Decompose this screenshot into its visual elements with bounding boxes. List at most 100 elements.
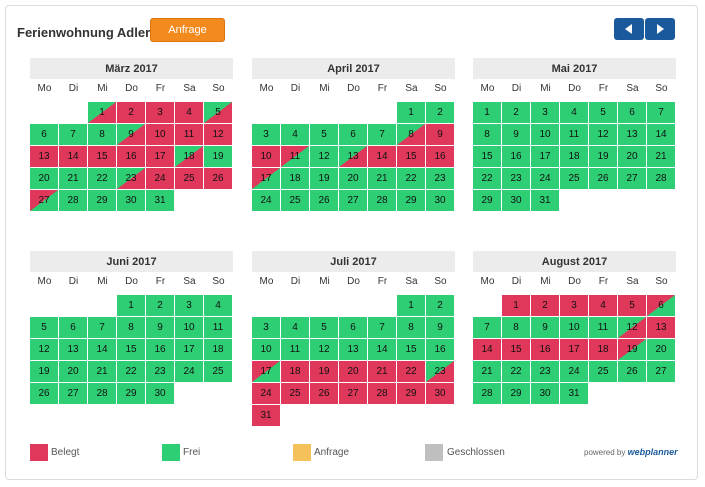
day-cell[interactable]: 25 (560, 168, 588, 189)
day-cell[interactable]: 10 (560, 317, 588, 338)
day-cell[interactable]: 4 (281, 317, 309, 338)
day-cell[interactable]: 16 (426, 339, 454, 360)
day-cell[interactable]: 17 (531, 146, 559, 167)
day-cell[interactable]: 7 (368, 124, 396, 145)
day-cell[interactable]: 12 (310, 339, 338, 360)
day-cell[interactable]: 13 (618, 124, 646, 145)
day-cell[interactable]: 15 (397, 146, 425, 167)
day-cell[interactable]: 29 (473, 190, 501, 211)
day-cell[interactable]: 24 (560, 361, 588, 382)
day-cell[interactable]: 6 (339, 124, 367, 145)
day-cell[interactable]: 8 (473, 124, 501, 145)
day-cell[interactable]: 24 (175, 361, 203, 382)
day-cell[interactable]: 19 (30, 361, 58, 382)
day-cell[interactable]: 28 (647, 168, 675, 189)
day-cell[interactable]: 12 (310, 146, 338, 167)
day-cell[interactable]: 6 (618, 102, 646, 123)
day-cell[interactable]: 7 (88, 317, 116, 338)
day-cell[interactable]: 26 (310, 383, 338, 404)
day-cell[interactable]: 23 (426, 361, 454, 382)
day-cell[interactable]: 28 (368, 383, 396, 404)
day-cell[interactable]: 11 (281, 339, 309, 360)
day-cell[interactable]: 15 (502, 339, 530, 360)
day-cell[interactable]: 19 (589, 146, 617, 167)
day-cell[interactable]: 1 (88, 102, 116, 123)
day-cell[interactable]: 23 (146, 361, 174, 382)
day-cell[interactable]: 19 (204, 146, 232, 167)
day-cell[interactable]: 14 (473, 339, 501, 360)
day-cell[interactable]: 30 (426, 383, 454, 404)
day-cell[interactable]: 18 (175, 146, 203, 167)
day-cell[interactable]: 5 (310, 124, 338, 145)
day-cell[interactable]: 2 (531, 295, 559, 316)
day-cell[interactable]: 9 (531, 317, 559, 338)
day-cell[interactable]: 23 (502, 168, 530, 189)
day-cell[interactable]: 17 (146, 146, 174, 167)
day-cell[interactable]: 22 (88, 168, 116, 189)
day-cell[interactable]: 3 (146, 102, 174, 123)
day-cell[interactable]: 1 (117, 295, 145, 316)
day-cell[interactable]: 12 (30, 339, 58, 360)
day-cell[interactable]: 15 (88, 146, 116, 167)
day-cell[interactable]: 13 (59, 339, 87, 360)
next-button[interactable] (645, 18, 675, 40)
day-cell[interactable]: 4 (281, 124, 309, 145)
day-cell[interactable]: 12 (589, 124, 617, 145)
day-cell[interactable]: 14 (88, 339, 116, 360)
day-cell[interactable]: 22 (397, 361, 425, 382)
day-cell[interactable]: 27 (30, 190, 58, 211)
day-cell[interactable]: 18 (204, 339, 232, 360)
day-cell[interactable]: 21 (368, 168, 396, 189)
day-cell[interactable]: 22 (397, 168, 425, 189)
day-cell[interactable]: 29 (397, 383, 425, 404)
day-cell[interactable]: 16 (426, 146, 454, 167)
day-cell[interactable]: 29 (88, 190, 116, 211)
day-cell[interactable]: 13 (647, 317, 675, 338)
day-cell[interactable]: 25 (175, 168, 203, 189)
day-cell[interactable]: 1 (397, 102, 425, 123)
day-cell[interactable]: 7 (59, 124, 87, 145)
day-cell[interactable]: 16 (117, 146, 145, 167)
day-cell[interactable]: 31 (560, 383, 588, 404)
day-cell[interactable]: 14 (647, 124, 675, 145)
powered-by[interactable]: powered by webplanner (584, 447, 678, 457)
day-cell[interactable]: 20 (618, 146, 646, 167)
day-cell[interactable]: 25 (589, 361, 617, 382)
day-cell[interactable]: 3 (175, 295, 203, 316)
day-cell[interactable]: 25 (281, 190, 309, 211)
day-cell[interactable]: 13 (339, 339, 367, 360)
day-cell[interactable]: 24 (146, 168, 174, 189)
day-cell[interactable]: 18 (560, 146, 588, 167)
day-cell[interactable]: 16 (502, 146, 530, 167)
day-cell[interactable]: 30 (502, 190, 530, 211)
day-cell[interactable]: 4 (204, 295, 232, 316)
day-cell[interactable]: 8 (502, 317, 530, 338)
day-cell[interactable]: 10 (531, 124, 559, 145)
day-cell[interactable]: 4 (589, 295, 617, 316)
day-cell[interactable]: 21 (59, 168, 87, 189)
day-cell[interactable]: 1 (502, 295, 530, 316)
day-cell[interactable]: 22 (502, 361, 530, 382)
day-cell[interactable]: 3 (531, 102, 559, 123)
day-cell[interactable]: 23 (531, 361, 559, 382)
day-cell[interactable]: 31 (146, 190, 174, 211)
day-cell[interactable]: 20 (647, 339, 675, 360)
day-cell[interactable]: 17 (252, 168, 280, 189)
day-cell[interactable]: 9 (426, 317, 454, 338)
day-cell[interactable]: 28 (88, 383, 116, 404)
day-cell[interactable]: 4 (175, 102, 203, 123)
day-cell[interactable]: 18 (281, 361, 309, 382)
day-cell[interactable]: 7 (368, 317, 396, 338)
day-cell[interactable]: 6 (30, 124, 58, 145)
day-cell[interactable]: 24 (252, 190, 280, 211)
day-cell[interactable]: 1 (397, 295, 425, 316)
day-cell[interactable]: 20 (30, 168, 58, 189)
day-cell[interactable]: 27 (618, 168, 646, 189)
day-cell[interactable]: 3 (252, 317, 280, 338)
day-cell[interactable]: 21 (368, 361, 396, 382)
day-cell[interactable]: 4 (560, 102, 588, 123)
day-cell[interactable]: 27 (339, 383, 367, 404)
day-cell[interactable]: 29 (117, 383, 145, 404)
day-cell[interactable]: 13 (339, 146, 367, 167)
day-cell[interactable]: 6 (339, 317, 367, 338)
